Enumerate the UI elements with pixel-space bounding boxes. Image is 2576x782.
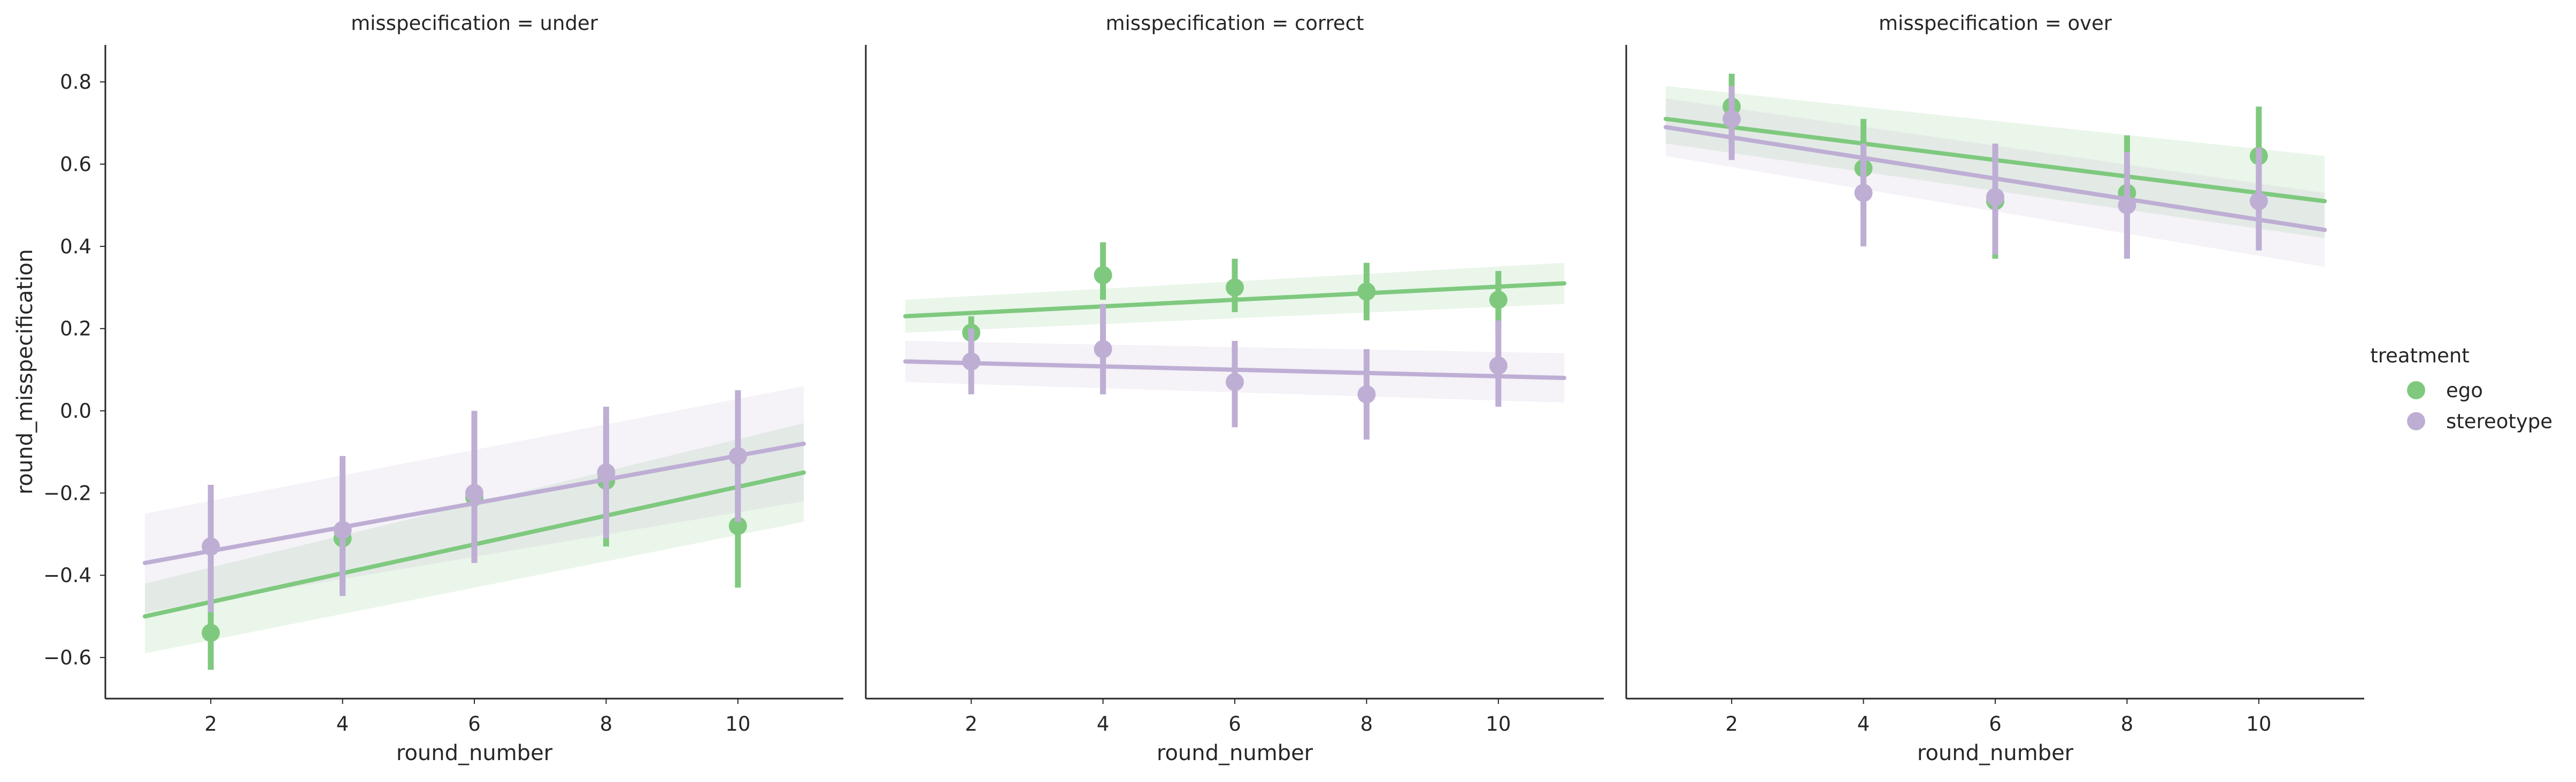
data-point-stereotype (2249, 192, 2268, 211)
fit-line-ego (903, 281, 1567, 319)
y-tick-label: 0.8 (60, 71, 91, 94)
data-point-stereotype (1723, 110, 1741, 128)
data-point-stereotype (597, 463, 616, 482)
data-point-stereotype (1854, 183, 1873, 202)
x-tick-label: 8 (2121, 713, 2134, 735)
x-axis-label: round_number (1157, 741, 1313, 765)
data-point-stereotype (1357, 385, 1376, 404)
x-tick-label: 6 (468, 713, 481, 735)
data-point-stereotype (1489, 356, 1508, 375)
data-point-ego (1357, 282, 1376, 301)
x-tick-label: 8 (600, 713, 613, 735)
x-tick-label: 2 (965, 713, 978, 735)
y-tick-label: 0.0 (60, 400, 91, 423)
fit-line-stereotype (903, 359, 1567, 381)
x-axis-label: round_number (1917, 741, 2074, 765)
y-tick-label: −0.2 (43, 482, 91, 505)
x-tick-label: 4 (1857, 713, 1870, 735)
legend-label-stereotype: stereotype (2446, 410, 2552, 433)
data-point-stereotype (1226, 373, 1244, 391)
data-point-ego (1094, 266, 1112, 284)
y-axis-label: round_misspecification (13, 249, 37, 494)
panel-title: misspecification = under (351, 12, 598, 35)
fit-line-stereotype (142, 442, 806, 566)
legend: treatment ego stereotype (2370, 344, 2552, 433)
panel-title: misspecification = correct (1105, 12, 1364, 35)
data-point-ego (1226, 278, 1244, 297)
legend-marker-stereotype (2407, 412, 2425, 430)
data-point-stereotype (465, 484, 483, 502)
x-tick-label: 2 (1725, 713, 1738, 735)
data-point-stereotype (2118, 196, 2136, 214)
fit-line-stereotype (1663, 125, 2327, 233)
x-tick-label: 10 (725, 713, 750, 735)
y-tick-label: 0.2 (60, 318, 91, 340)
x-tick-label: 6 (1989, 713, 2002, 735)
legend-title: treatment (2370, 344, 2470, 367)
x-tick-label: 10 (1486, 713, 1511, 735)
data-point-stereotype (333, 521, 352, 539)
data-point-ego (202, 623, 220, 642)
y-tick-label: 0.4 (60, 235, 91, 258)
data-point-ego (728, 516, 747, 535)
y-tick-label: −0.4 (43, 564, 91, 587)
data-point-stereotype (728, 447, 747, 466)
x-tick-label: 8 (1360, 713, 1373, 735)
data-point-stereotype (962, 352, 981, 371)
x-tick-label: 4 (336, 713, 349, 735)
x-tick-label: 4 (1097, 713, 1110, 735)
x-tick-label: 2 (204, 713, 217, 735)
x-tick-label: 10 (2246, 713, 2271, 735)
data-point-stereotype (1986, 188, 2004, 206)
data-point-stereotype (202, 537, 220, 556)
panel-correct: misspecification = correct 2 4 6 8 10 round_nu… (865, 12, 1604, 765)
panel-under: misspecification = under 2 4 6 8 10 round_numb… (13, 12, 843, 765)
data-point-ego (1489, 290, 1508, 309)
panel-over: misspecification = over 2 4 6 8 10 round_numbe… (1625, 12, 2364, 765)
panel-title: misspecification = over (1879, 12, 2112, 35)
y-tick-label: 0.6 (60, 153, 91, 176)
data-point-stereotype (1094, 340, 1112, 359)
y-tick-label: −0.6 (43, 646, 91, 669)
legend-label-ego: ego (2446, 379, 2483, 402)
panels-layer: misspecification = under 2 4 6 8 10 round_numb… (13, 12, 2364, 765)
x-tick-label: 6 (1228, 713, 1241, 735)
x-axis-label: round_number (396, 741, 553, 765)
legend-marker-ego (2407, 381, 2425, 399)
